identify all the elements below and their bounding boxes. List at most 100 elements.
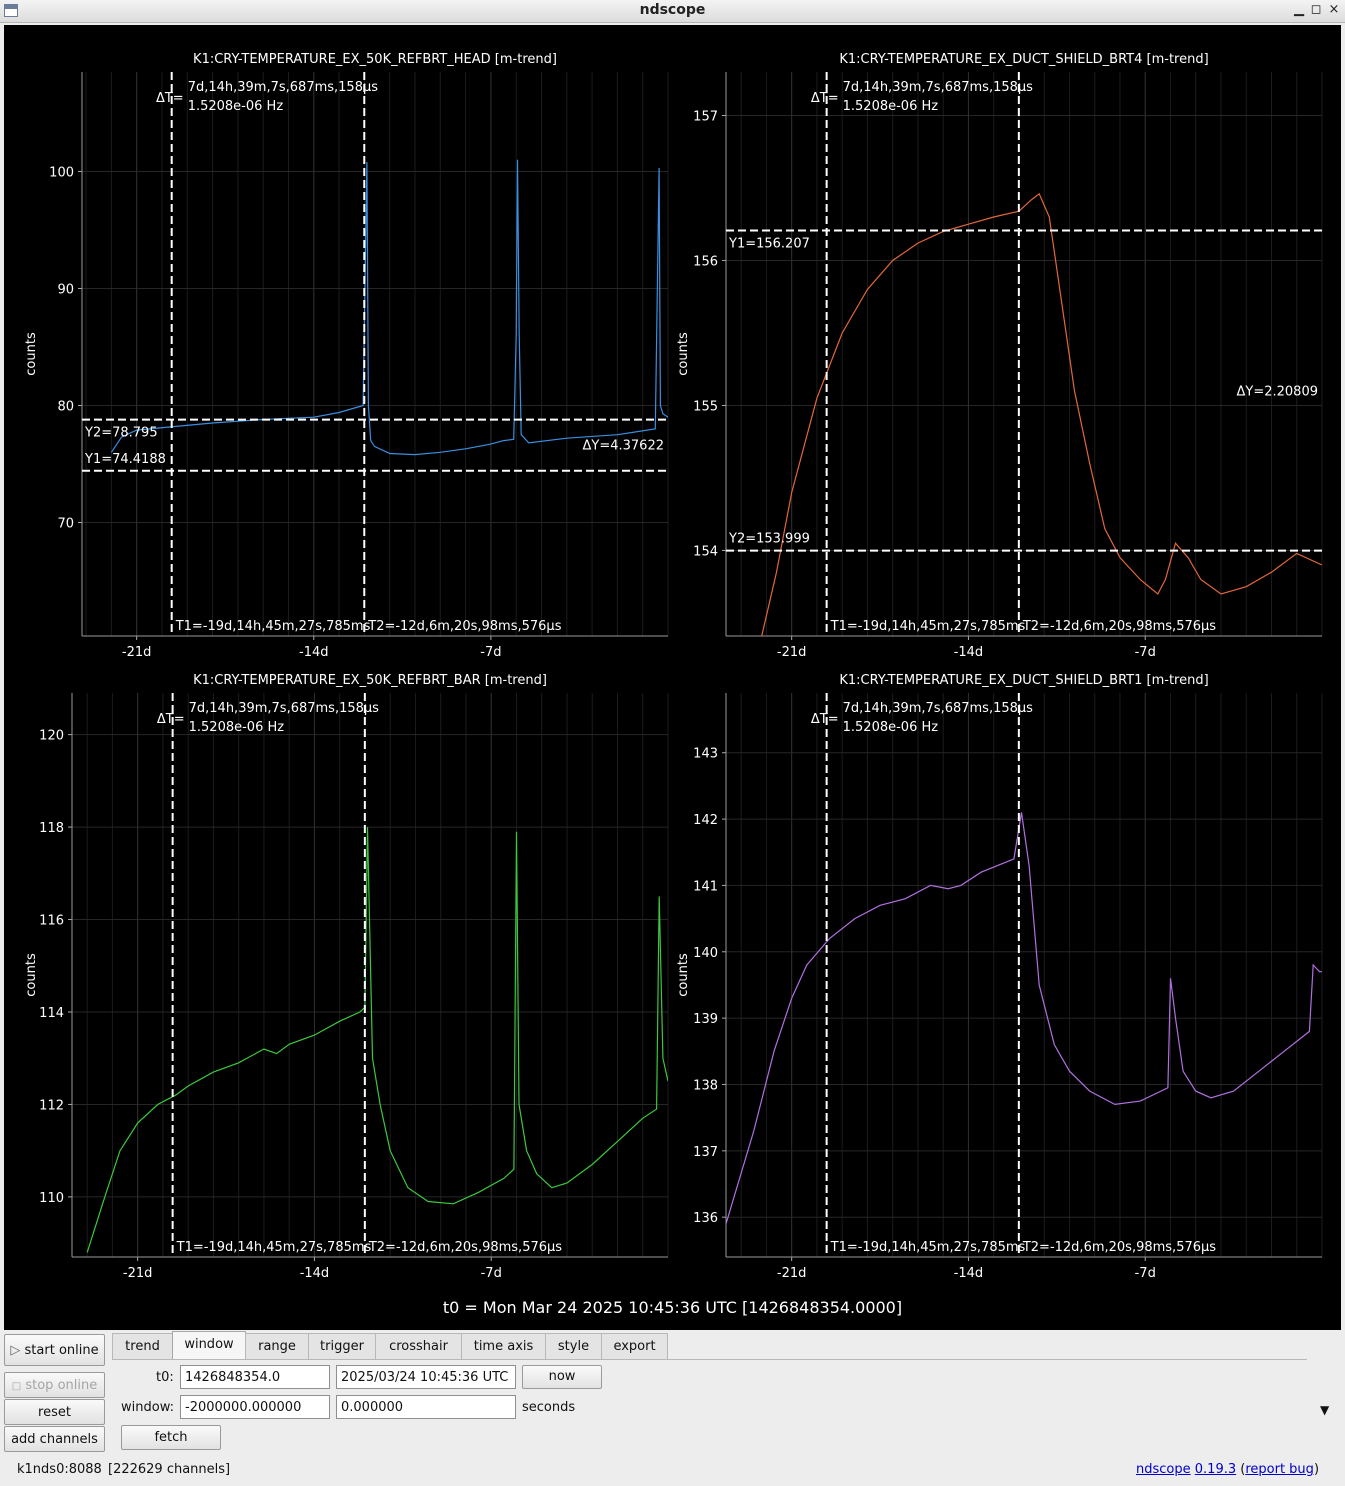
delta-t-frequency: 1.5208e-06 Hz xyxy=(188,99,284,114)
window-start-input[interactable] xyxy=(180,1395,330,1419)
x-tick-label: -14d xyxy=(299,645,329,660)
delta-t-value: 7d,14h,39m,7s,687ms,158μs xyxy=(188,80,379,95)
cursor-t2-label: T2=-12d,6m,20s,98ms,576μs xyxy=(367,619,561,634)
t0-utc-input[interactable] xyxy=(336,1365,516,1389)
y-tick-label: 138 xyxy=(693,1078,718,1093)
version-link[interactable]: 0.19.3 xyxy=(1194,1462,1237,1477)
trend-line xyxy=(761,192,1322,636)
cursor-t1-label: T1=-19d,14h,45m,27s,785ms xyxy=(830,619,1026,634)
close-icon[interactable]: × xyxy=(1328,2,1340,17)
delta-t-value: 7d,14h,39m,7s,687ms,158μs xyxy=(843,701,1034,716)
plot-title: K1:CRY-TEMPERATURE_EX_50K_REFBRT_HEAD [m… xyxy=(193,52,557,67)
delta-t-symbol: ΔT= xyxy=(156,91,184,106)
plot-area: K1:CRY-TEMPERATURE_EX_50K_REFBRT_HEAD [m… xyxy=(4,25,1341,1330)
tab-window[interactable]: window xyxy=(172,1331,246,1360)
ndscope-link[interactable]: ndscope xyxy=(1136,1462,1191,1477)
y-tick-label: 143 xyxy=(693,747,718,762)
minimize-icon[interactable]: ▁ xyxy=(1294,2,1304,17)
tab-trigger[interactable]: trigger xyxy=(308,1333,376,1359)
y-axis-label: counts xyxy=(676,953,691,997)
y-axis-label: counts xyxy=(24,953,39,997)
y-tick-label: 141 xyxy=(693,879,718,894)
cursor-t1-label: T1=-19d,14h,45m,27s,785ms xyxy=(830,1240,1026,1255)
y-tick-label: 112 xyxy=(39,1098,64,1113)
tab-export[interactable]: export xyxy=(601,1333,668,1359)
play-icon: ▷ xyxy=(10,1343,21,1358)
plot-title: K1:CRY-TEMPERATURE_EX_DUCT_SHIELD_BRT1 [… xyxy=(839,673,1208,688)
y-tick-label: 157 xyxy=(693,109,718,124)
cursor-y1-label: Y1=156.207 xyxy=(728,236,810,251)
tab-style[interactable]: style xyxy=(545,1333,602,1359)
y-tick-label: 154 xyxy=(693,544,718,559)
window-end-input[interactable] xyxy=(336,1395,516,1419)
cursor-t2-label: T2=-12d,6m,20s,98ms,576μs xyxy=(1022,619,1216,634)
title-bar: ndscope ▁ ◻ × xyxy=(0,0,1345,23)
y-tick-label: 80 xyxy=(57,399,74,414)
stop-online-button[interactable]: □ stop online xyxy=(4,1372,105,1398)
delta-t-symbol: ΔT= xyxy=(811,712,839,727)
delta-y-label: ΔY=4.37622 xyxy=(583,439,665,454)
start-online-button[interactable]: ▷ start online xyxy=(4,1334,105,1366)
x-tick-label: -7d xyxy=(1135,645,1156,660)
report-bug-link[interactable]: report bug xyxy=(1245,1462,1314,1477)
y-tick-label: 116 xyxy=(39,914,64,929)
y-axis-label: counts xyxy=(676,332,691,376)
tab-trend[interactable]: trend xyxy=(112,1333,173,1359)
y-tick-label: 136 xyxy=(693,1211,718,1226)
tab-crosshair[interactable]: crosshair xyxy=(375,1333,462,1359)
trend-line xyxy=(110,159,668,456)
x-tick-label: -14d xyxy=(954,645,984,660)
window-title: ndscope xyxy=(639,2,706,18)
delta-t-value: 7d,14h,39m,7s,687ms,158μs xyxy=(843,80,1034,95)
y-tick-label: 70 xyxy=(57,516,74,531)
window-units: seconds xyxy=(522,1400,576,1415)
x-tick-label: -7d xyxy=(480,645,501,660)
y-tick-label: 90 xyxy=(57,282,74,297)
plot-title: K1:CRY-TEMPERATURE_EX_50K_REFBRT_BAR [m-… xyxy=(193,673,547,688)
x-tick-label: -7d xyxy=(1135,1266,1156,1281)
cursor-y2-label: Y2=153.999 xyxy=(728,532,810,547)
y-tick-label: 118 xyxy=(39,821,64,836)
maximize-icon[interactable]: ◻ xyxy=(1310,2,1322,17)
now-button[interactable]: now xyxy=(522,1365,602,1389)
version-info: ndscope 0.19.3 (report bug) xyxy=(1136,1462,1319,1477)
t0-gps-input[interactable] xyxy=(180,1365,330,1389)
y-tick-label: 156 xyxy=(693,254,718,269)
delta-t-symbol: ΔT= xyxy=(157,712,185,727)
y-tick-label: 100 xyxy=(49,165,74,180)
bug-paren-close: ) xyxy=(1313,1462,1320,1477)
server-status: k1nds0:8088 xyxy=(17,1462,102,1477)
y-axis-label: counts xyxy=(24,332,39,376)
delta-t-frequency: 1.5208e-06 Hz xyxy=(843,99,939,114)
plot-grid[interactable]: K1:CRY-TEMPERATURE_EX_50K_REFBRT_HEAD [m… xyxy=(4,25,1341,1330)
x-tick-label: -14d xyxy=(954,1266,984,1281)
cursor-t1-label: T1=-19d,14h,45m,27s,785ms xyxy=(176,1240,372,1255)
t0-field-label: t0: xyxy=(156,1370,174,1385)
y-tick-label: 142 xyxy=(693,813,718,828)
collapse-arrow-icon[interactable]: ▼ xyxy=(1320,1403,1330,1417)
cursor-y1-label: Y1=74.4188 xyxy=(84,452,166,467)
delta-t-frequency: 1.5208e-06 Hz xyxy=(189,720,285,735)
y-tick-label: 140 xyxy=(693,946,718,961)
app-icon[interactable] xyxy=(4,4,18,17)
x-tick-label: -21d xyxy=(777,645,807,660)
add-channels-button[interactable]: add channels xyxy=(4,1426,105,1452)
tab-time-axis[interactable]: time axis xyxy=(461,1333,546,1359)
fetch-button[interactable]: fetch xyxy=(121,1425,221,1450)
channel-count: [222629 channels] xyxy=(108,1462,231,1477)
stop-online-label: stop online xyxy=(25,1378,98,1393)
x-tick-label: -14d xyxy=(300,1266,330,1281)
x-tick-label: -21d xyxy=(122,645,152,660)
stop-icon: □ xyxy=(11,1381,22,1392)
start-online-label: start online xyxy=(24,1343,99,1358)
y-tick-label: 137 xyxy=(693,1145,718,1160)
x-tick-label: -7d xyxy=(481,1266,502,1281)
trend-line xyxy=(86,827,668,1253)
y-tick-label: 114 xyxy=(39,1006,64,1021)
cursor-t1-label: T1=-19d,14h,45m,27s,785ms xyxy=(175,619,371,634)
delta-t-frequency: 1.5208e-06 Hz xyxy=(843,720,939,735)
delta-y-label: ΔY=2.20809 xyxy=(1237,385,1319,400)
tab-range[interactable]: range xyxy=(245,1333,309,1359)
x-tick-label: -21d xyxy=(777,1266,807,1281)
reset-button[interactable]: reset xyxy=(4,1399,105,1425)
